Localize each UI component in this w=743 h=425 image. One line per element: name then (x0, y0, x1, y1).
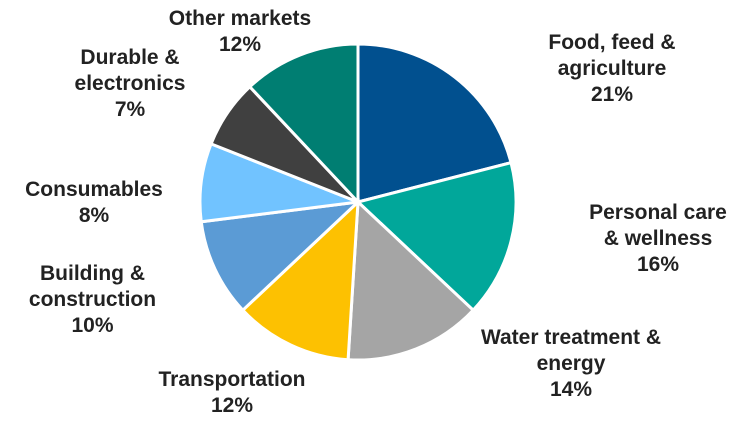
label-percent: 10% (71, 314, 114, 337)
label-food-feed-agriculture: Food, feed & agriculture 21% (517, 30, 707, 108)
label-durable-electronics: Durable & electronics 7% (45, 45, 215, 123)
label-line: & wellness (603, 227, 713, 250)
label-personal-care-wellness: Personal care & wellness 16% (563, 200, 743, 278)
label-line: agriculture (557, 57, 667, 80)
pie-slice-1 (354, 160, 518, 313)
label-percent: 8% (78, 204, 110, 227)
label-transportation: Transportation 12% (127, 367, 337, 419)
label-percent: 21% (590, 83, 634, 106)
label-line: Other markets (168, 7, 312, 30)
label-line: Transportation (158, 368, 306, 391)
label-line: construction (28, 288, 157, 311)
label-line: Building & (40, 262, 145, 285)
label-line: Food, feed & (548, 31, 676, 54)
label-line: Water treatment & (480, 326, 662, 349)
label-line: Personal care (589, 201, 727, 224)
pie-slice-7 (247, 42, 360, 206)
pie-slice-2 (346, 198, 476, 362)
label-building-construction: Building & construction 10% (5, 261, 180, 339)
label-percent: 12% (210, 394, 254, 417)
label-line: electronics (74, 72, 186, 95)
label-line: Durable & (80, 46, 180, 69)
pie-slice-0 (356, 42, 513, 204)
label-other-markets: Other markets 12% (140, 6, 340, 58)
label-water-treatment-energy: Water treatment & energy 14% (456, 325, 686, 403)
label-percent: 16% (636, 253, 680, 276)
label-line: energy (536, 352, 606, 375)
label-percent: 12% (218, 33, 262, 56)
label-consumables: Consumables 8% (4, 177, 184, 229)
pie-slice-3 (240, 198, 360, 362)
label-percent: 14% (549, 378, 593, 401)
label-percent: 7% (114, 98, 146, 121)
label-line: Consumables (25, 178, 163, 201)
pie-slice-4 (199, 199, 363, 313)
